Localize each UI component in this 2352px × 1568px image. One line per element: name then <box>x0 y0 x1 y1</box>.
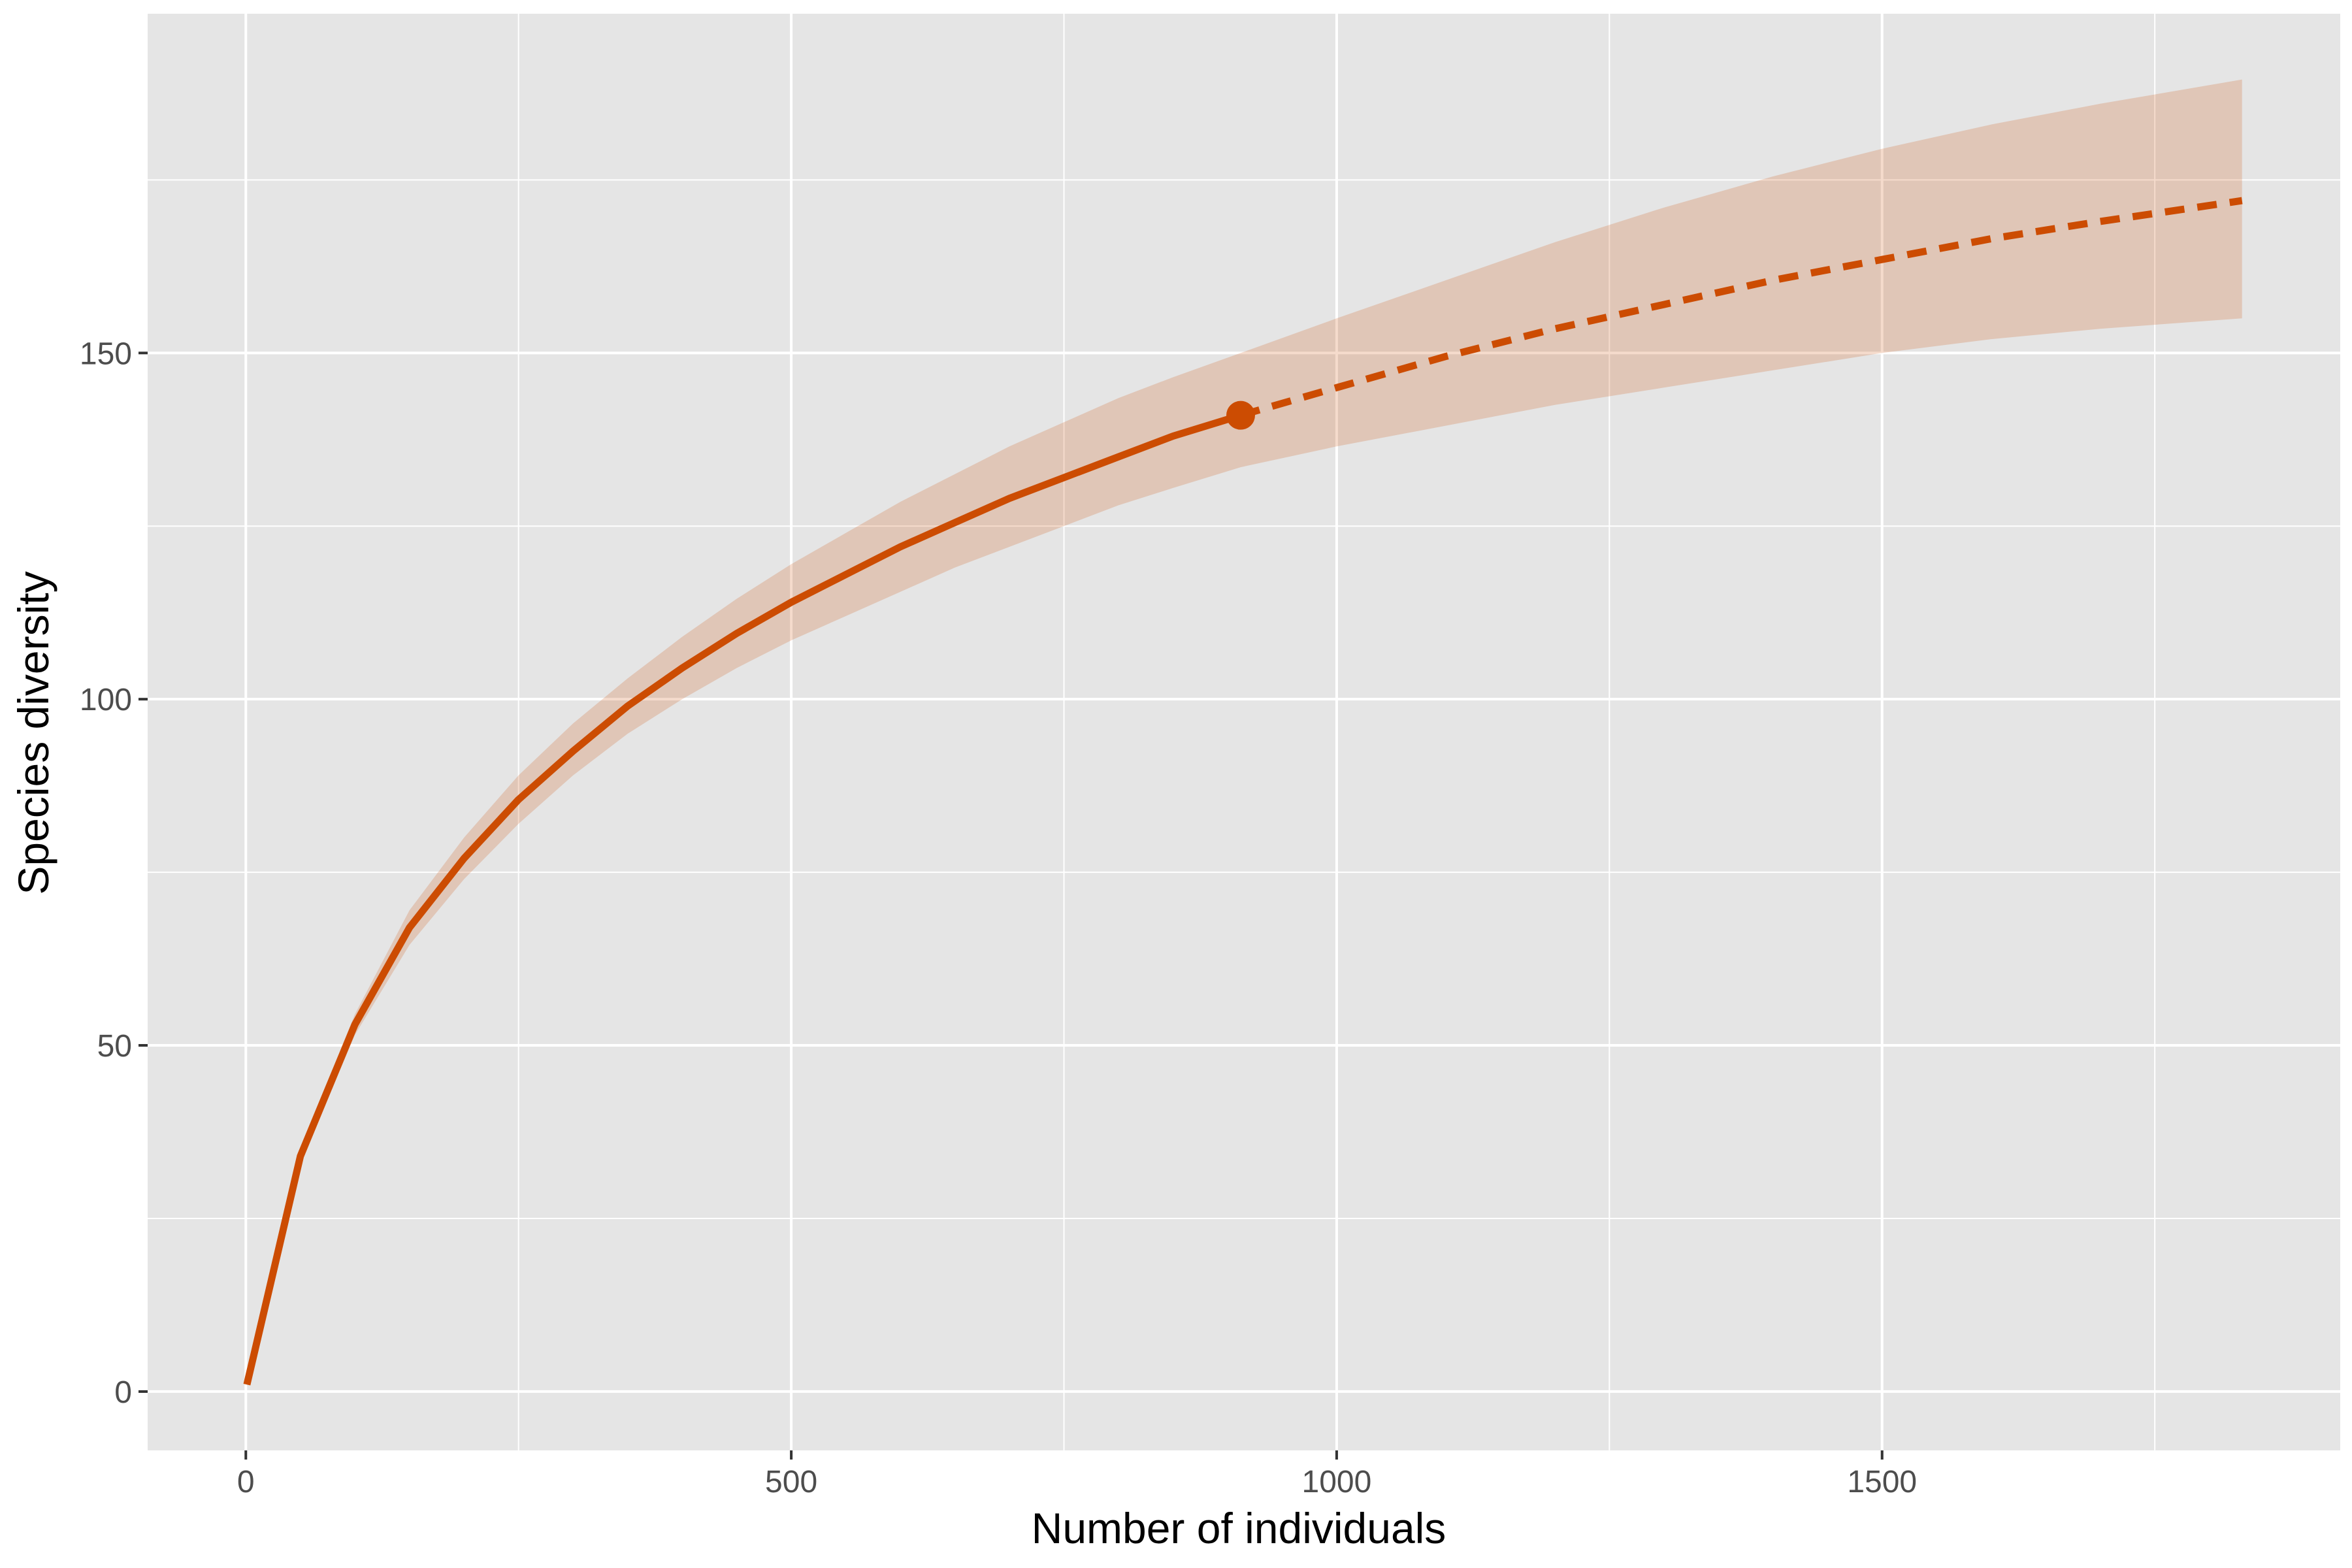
x-axis-title: Number of individuals <box>1032 1504 1446 1552</box>
interpolated-confidence-band <box>246 353 1241 1385</box>
minor-gridlines <box>148 14 2340 1450</box>
interpolated-line <box>243 412 1242 1386</box>
x-tick-label: 1000 <box>1302 1465 1372 1499</box>
plot-panel <box>148 14 2340 1450</box>
axes-layer: 0 500 1000 1500 0 50 100 150 <box>80 336 1917 1499</box>
y-tick-label: 0 <box>114 1375 132 1410</box>
extrapolated-dashed-line <box>1239 197 2243 419</box>
series-layer <box>243 79 2243 1386</box>
extrapolated-confidence-band <box>1241 79 2242 468</box>
y-tick-label: 100 <box>80 683 132 717</box>
x-tick-label: 1500 <box>1847 1465 1917 1499</box>
major-gridlines <box>148 14 2340 1450</box>
x-tick-label: 0 <box>237 1465 255 1499</box>
y-tick-label: 50 <box>97 1029 132 1064</box>
y-axis-title: Species diversity <box>9 571 57 894</box>
observed-sample-point <box>1226 400 1255 430</box>
y-tick-label: 150 <box>80 336 132 371</box>
x-tick-label: 500 <box>765 1465 817 1499</box>
